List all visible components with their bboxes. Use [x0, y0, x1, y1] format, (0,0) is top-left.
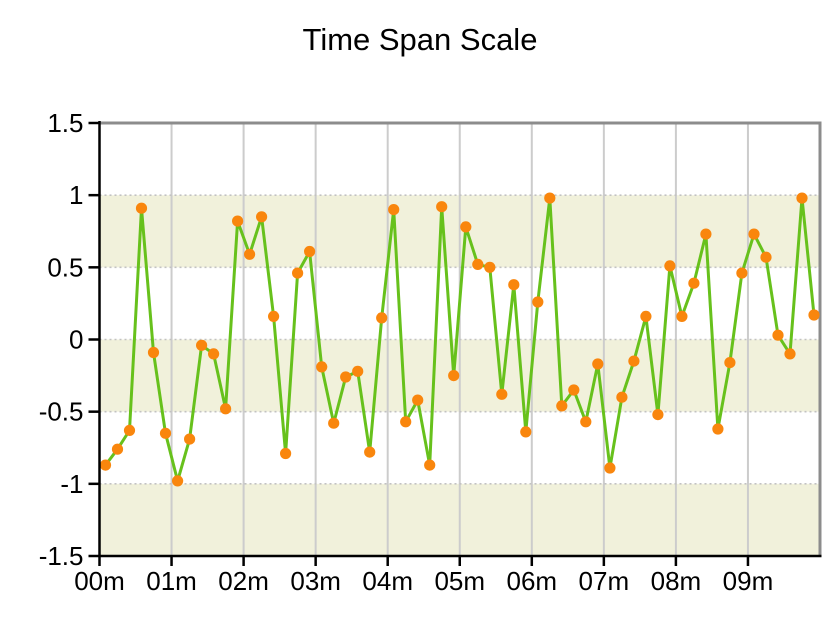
y-tick-label: 0 [69, 325, 83, 355]
data-point [256, 211, 268, 223]
data-point [496, 388, 508, 400]
data-point [147, 346, 160, 359]
data-point [400, 416, 412, 428]
data-point [688, 277, 700, 289]
data-point [568, 384, 580, 396]
data-point [111, 443, 124, 455]
data-point [784, 348, 796, 360]
data-point [556, 400, 568, 412]
data-point [316, 361, 328, 373]
data-point [580, 416, 592, 428]
data-point [328, 417, 340, 429]
data-point [436, 201, 448, 213]
data-point [592, 358, 604, 370]
data-point [448, 370, 460, 382]
x-tick-label: 03m [290, 566, 341, 596]
series-line [104, 196, 816, 483]
chart-title: Time Span Scale [302, 22, 538, 57]
data-point [123, 424, 136, 436]
data-point [604, 462, 616, 474]
data-point [159, 427, 172, 439]
y-tick-label: -1 [60, 469, 83, 499]
data-point [808, 309, 820, 321]
y-tick-label: 1 [69, 180, 83, 210]
data-point [508, 279, 520, 291]
data-point [184, 433, 196, 445]
data-point [280, 447, 292, 460]
x-tick-label: 01m [146, 566, 197, 596]
data-point [724, 357, 736, 369]
data-point [424, 459, 436, 471]
data-point [472, 258, 484, 270]
data-point [736, 267, 748, 279]
x-tick-label: 02m [218, 566, 269, 596]
x-tick-label: 07m [579, 566, 630, 596]
y-tick-label: -1.5 [39, 541, 84, 571]
data-point [748, 228, 760, 240]
data-point [616, 391, 628, 403]
x-tick-label: 09m [723, 566, 774, 596]
data-point [760, 251, 772, 263]
data-point [304, 245, 316, 258]
data-point [244, 248, 256, 260]
data-point [352, 365, 364, 377]
data-point [676, 310, 688, 322]
data-point [796, 192, 808, 204]
data-point [364, 446, 376, 458]
data-point [412, 394, 424, 406]
data-point [268, 310, 280, 322]
data-point [232, 215, 244, 227]
data-point [664, 260, 676, 272]
data-point [700, 228, 712, 240]
data-point [628, 355, 640, 367]
data-point [712, 423, 724, 435]
data-point [520, 426, 532, 438]
data-point [196, 339, 208, 351]
data-point [544, 192, 556, 204]
data-point [208, 348, 220, 360]
data-point [376, 312, 388, 324]
data-point [484, 261, 496, 273]
x-tick-label: 08m [651, 566, 702, 596]
y-tick-label: -0.5 [39, 397, 84, 427]
data-point [460, 221, 472, 233]
x-tick-label: 06m [507, 566, 558, 596]
data-point [532, 296, 544, 308]
data-point [340, 371, 352, 383]
y-tick-label: 1.5 [47, 108, 83, 138]
x-tick-label: 05m [434, 566, 485, 596]
y-tick-label: 0.5 [47, 252, 83, 282]
data-point [135, 202, 148, 214]
data-point [388, 204, 400, 216]
data-point [640, 310, 652, 322]
data-point [220, 403, 232, 415]
x-tick-label: 00m [74, 566, 125, 596]
x-tick-label: 04m [362, 566, 413, 596]
data-point [99, 459, 112, 471]
data-point [652, 409, 664, 421]
data-point [292, 267, 304, 279]
data-point [772, 329, 784, 341]
data-point [172, 475, 184, 487]
